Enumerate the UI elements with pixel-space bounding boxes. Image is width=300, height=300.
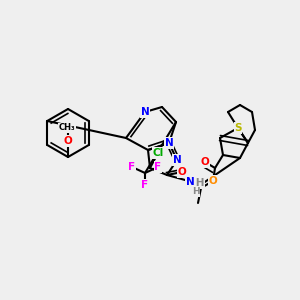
Text: O: O <box>178 167 186 177</box>
Text: F: F <box>141 180 148 190</box>
Text: O: O <box>64 136 72 146</box>
Text: N: N <box>186 177 194 187</box>
Text: N: N <box>165 138 173 148</box>
Text: Cl: Cl <box>152 148 164 158</box>
Text: F: F <box>154 162 162 172</box>
Text: N: N <box>172 155 182 165</box>
Text: O: O <box>201 157 209 167</box>
Text: NH: NH <box>187 178 205 188</box>
Text: CH₃: CH₃ <box>59 124 75 133</box>
Text: F: F <box>128 162 136 172</box>
Text: N: N <box>141 107 149 117</box>
Text: O: O <box>208 176 217 186</box>
Text: H: H <box>192 188 200 196</box>
Text: S: S <box>234 123 242 133</box>
